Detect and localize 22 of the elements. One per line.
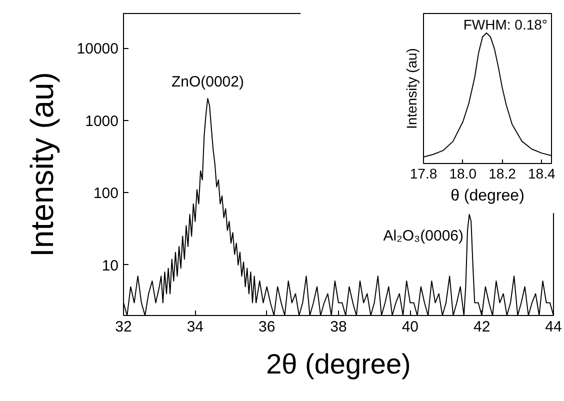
y-tick-label: 100	[93, 185, 119, 202]
x-tick-label: 32	[115, 318, 132, 336]
x-tick-label: 18.2	[488, 166, 516, 182]
x-axis-title: 2θ (degree)	[266, 348, 411, 380]
x-tick-label: 42	[473, 318, 490, 336]
x-tick-label: 38	[330, 318, 347, 336]
x-tick-label: 18.4	[528, 166, 556, 182]
y-tick-label: 1000	[85, 112, 119, 130]
annotation: FWHM: 0.18°	[463, 16, 548, 32]
x-axis-title: θ (degree)	[450, 188, 524, 204]
y-axis-title: Intensity (au)	[24, 72, 60, 257]
x-tick-label: 36	[258, 318, 276, 336]
y-tick-label: 10000	[76, 40, 119, 58]
y-tick-label: 10	[102, 257, 119, 274]
x-tick-label: 40	[402, 318, 419, 336]
x-tick-label: 18.0	[449, 166, 477, 182]
y-axis-title: Intensity (au)	[404, 48, 420, 129]
annotation: ZnO(0002)	[171, 74, 244, 91]
x-tick-label: 34	[186, 318, 204, 336]
x-tick-label: 17.8	[410, 166, 438, 182]
x-tick-label: 44	[545, 318, 562, 336]
annotation: Al₂O₃(0006)	[383, 228, 464, 245]
